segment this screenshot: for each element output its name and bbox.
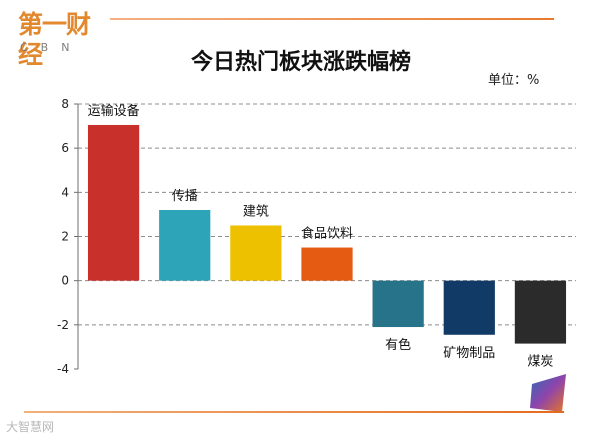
bar — [159, 210, 211, 281]
logo-english-text: CBN — [20, 41, 83, 54]
y-tick-label: 6 — [61, 141, 69, 155]
category-label: 矿物制品 — [443, 346, 495, 361]
bar — [230, 225, 282, 281]
bar — [301, 247, 353, 281]
top-divider — [110, 18, 554, 20]
y-tick-label: 4 — [61, 185, 69, 199]
watermark-text: 大智慧网 — [6, 420, 55, 434]
bar — [514, 280, 567, 344]
category-label: 运输设备 — [88, 103, 140, 119]
corner-logo-icon — [530, 374, 566, 412]
category-label: 有色 — [385, 337, 411, 353]
logo-chinese-text: 第一财经 — [18, 10, 91, 69]
y-tick-label: -2 — [57, 318, 69, 332]
category-label: 建筑 — [243, 203, 269, 219]
y-tick-label: 0 — [61, 274, 69, 288]
bar — [87, 124, 140, 281]
y-tick-label: 8 — [61, 97, 69, 111]
cbn-logo: 第一财经 CBN — [18, 10, 113, 69]
y-tick-label: 2 — [61, 230, 69, 244]
category-label: 食品饮料 — [301, 226, 353, 242]
chart-title: 今日热门板块涨跌幅榜 — [190, 50, 411, 75]
y-tick-label: -4 — [57, 362, 69, 376]
category-label: 煤炭 — [527, 355, 553, 370]
bar — [443, 280, 495, 335]
category-label: 传播 — [172, 189, 198, 204]
bar — [372, 280, 424, 328]
bottom-divider — [24, 411, 564, 413]
unit-label: 单位：% — [488, 73, 540, 88]
